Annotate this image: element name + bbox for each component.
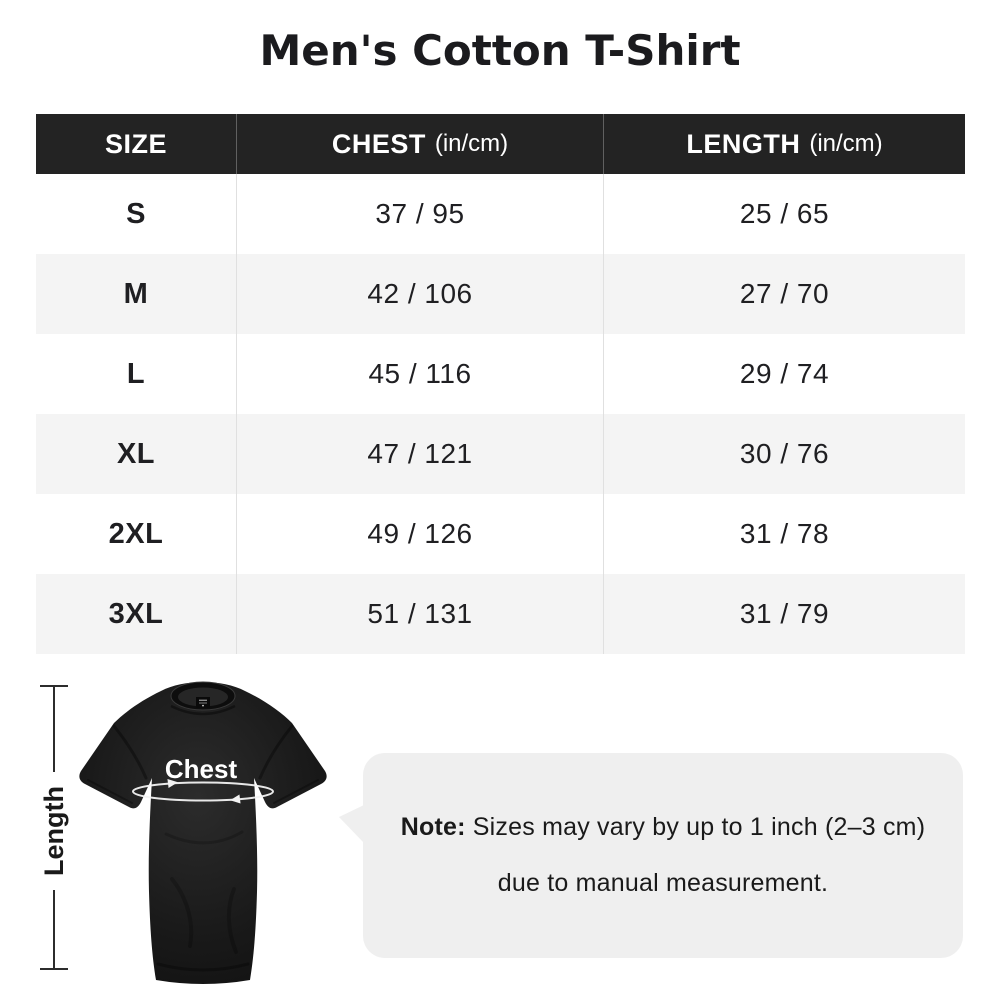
tshirt-body [79, 682, 327, 984]
note-label: Note: [400, 813, 466, 841]
page-title: Men's Cotton T-Shirt [259, 26, 741, 75]
header-chest-unit: (in/cm) [434, 130, 509, 157]
note-bubble: Note: Sizes may vary by up to 1 inch (2–… [339, 753, 963, 958]
header-cell-length: LENGTH (in/cm) [604, 114, 965, 174]
header-length-unit: (in/cm) [809, 130, 883, 157]
length-line-top-segment [53, 687, 55, 772]
collar-outline [170, 681, 236, 711]
length-value: 27 / 70 [739, 278, 830, 309]
size-value: 2XL [36, 494, 237, 574]
chest-value: 42 / 106 [237, 254, 604, 334]
chest-value: 47 / 121 [237, 414, 604, 494]
size-value: M [36, 254, 237, 334]
size-value: S [36, 174, 237, 254]
chest-value: 37 / 95 [237, 174, 604, 254]
length-value: 29 / 74 [739, 358, 830, 389]
length-value: 31 / 79 [739, 598, 830, 629]
header-chest-label: CHEST [331, 128, 426, 159]
table-row-2xl: 2XL 49 / 126 31 / 78 [36, 494, 965, 574]
note-line-1: Note: Sizes may vary by up to 1 inch (2–… [401, 813, 925, 842]
length-value: 30 / 76 [739, 438, 830, 469]
note-text-1: Sizes may vary by up to 1 inch (2–3 cm) [465, 813, 926, 841]
table-row-xl: XL 47 / 121 30 / 76 [36, 414, 965, 494]
size-value: XL [36, 414, 237, 494]
table-row-s: S 37 / 95 25 / 65 [36, 174, 965, 254]
header-cell-size: SIZE [36, 114, 237, 174]
table-row-l: L 45 / 116 29 / 74 [36, 334, 965, 414]
note-line-2: due to manual measurement. [497, 869, 829, 897]
size-table-header-row: SIZE CHEST (in/cm) LENGTH (in/cm) [36, 114, 965, 174]
tshirt-image: Chest [70, 674, 346, 990]
header-cell-chest: CHEST (in/cm) [237, 114, 604, 174]
tshirt-wrinkles [87, 724, 319, 972]
tshirt-illustration: Chest [79, 681, 327, 984]
size-value: L [36, 334, 237, 414]
chest-measure-ellipse [132, 781, 274, 802]
length-value: 31 / 78 [739, 518, 830, 549]
note-bubble-tail [339, 805, 364, 843]
length-line-bottom-cap [40, 968, 68, 970]
chest-value: 51 / 131 [237, 574, 604, 654]
chest-measure-label: Chest [165, 754, 238, 784]
table-row-m: M 42 / 106 27 / 70 [36, 254, 965, 334]
header-length-label: LENGTH [686, 128, 801, 159]
collar-brand-label [196, 697, 210, 708]
length-value: 25 / 65 [739, 198, 830, 229]
table-row-3xl: 3XL 51 / 131 31 / 79 [36, 574, 965, 654]
collar-seam [170, 704, 236, 716]
chest-value: 45 / 116 [237, 334, 604, 414]
length-line-top-cap [40, 685, 68, 687]
chest-value: 49 / 126 [237, 494, 604, 574]
size-table: SIZE CHEST (in/cm) LENGTH (in/cm) S 37 /… [36, 114, 965, 654]
chest-arrow-right-icon [167, 779, 178, 788]
size-value: 3XL [36, 574, 237, 654]
size-table-body: S 37 / 95 25 / 65 M 42 / 106 27 / 70 L 4… [36, 174, 965, 654]
header-size-label: SIZE [104, 128, 167, 159]
chest-arrow-left-icon [230, 794, 241, 804]
length-line-bottom-segment [53, 890, 55, 970]
